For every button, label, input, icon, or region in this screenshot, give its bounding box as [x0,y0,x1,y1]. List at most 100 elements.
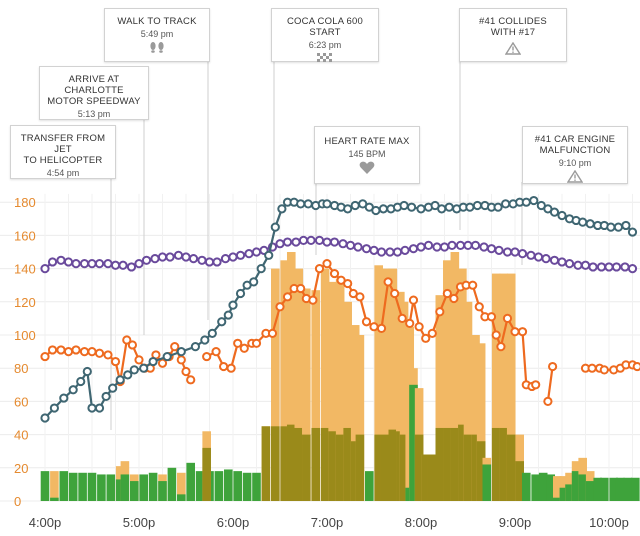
heart-rate-point [350,200,360,211]
x-tick-label: 6:00p [217,515,250,530]
activity-bar [399,301,409,501]
purple-series-point [353,242,363,252]
purple-series-point [557,257,567,267]
activity-bar [97,474,106,501]
activity-bar [355,335,365,501]
activity-bar-base [350,441,360,501]
heart-rate-point [521,197,531,207]
activity-bar [177,472,186,501]
activity-bar-base [328,431,337,501]
y-tick-label: 80 [14,361,28,376]
activity-bar [224,469,233,501]
activity-bar [350,325,360,501]
x-tick-label: 8:00p [405,515,438,530]
callout-41-collides-17: #41 COLLIDES WITH #17 [459,8,567,62]
purple-series-point [282,237,293,247]
activity-bar [609,477,618,501]
orange-series-point [308,295,318,305]
heart-rate-point [343,204,353,214]
heart-rate-point [108,383,118,393]
activity-bar-base [130,481,139,501]
activity-bar [615,477,625,501]
purple-series-point [118,260,128,270]
callout-title-line: TO HELICOPTER [23,155,103,166]
activity-bar [294,268,304,501]
y-tick-label: 60 [14,394,28,409]
activity-bar-base [335,434,345,501]
purple-series-point [423,240,434,250]
purple-series-point [94,259,105,269]
activity-bar [186,462,195,501]
heart-rate-point [621,220,631,231]
orange-series-point [468,280,478,290]
heart-rate-point [378,204,388,214]
purple-series-point [369,245,379,255]
orange-series-point [282,292,293,302]
activity-bar-base [515,461,524,501]
heart-rate-point [416,204,426,214]
purple-series-point [408,244,419,254]
purple-series-point [486,244,497,254]
heart-icon [315,161,419,175]
purple-series-point [549,255,560,265]
orange-series-point [122,335,132,345]
heart-rate-point [296,199,306,209]
purple-series-point [564,259,575,269]
activity-bar [167,467,177,501]
orange-series-point [531,380,541,390]
purple-series-point [275,239,285,249]
purple-series-point [400,245,410,255]
activity-bar-base [499,427,509,501]
purple-series-point [103,259,113,269]
activity-bar-base [286,424,296,501]
callout-time: 6:23 pm [308,40,342,50]
activity-bar-base [559,487,569,501]
y-tick-label: 20 [14,461,28,476]
heart-rate-point [585,219,595,229]
callout-41-engine-malfunction: #41 CAR ENGINE MALFUNCTION 9:10 pm [522,126,628,184]
activity-bar [148,472,158,501]
orange-series-point [502,313,513,323]
activity-bar [491,273,501,501]
activity-bar [68,472,78,501]
heart-rate-point [94,403,105,413]
heart-rate-point [190,342,200,352]
heart-rate-point [493,202,503,212]
purple-series-point [126,262,137,272]
purple-series-point [141,255,152,265]
activity-bar-base [427,454,437,501]
activity-bar-base [471,434,480,501]
activity-bar-base [458,424,467,501]
orange-series-point [251,338,262,348]
purple-series-point [627,264,638,274]
heart-rate-point [200,335,210,345]
orange-series-point [442,288,452,299]
orange-series-point [449,293,459,304]
purple-series-point [533,252,544,262]
purple-series-point [173,250,184,260]
activity-bar-base [261,426,271,501]
purple-series-point [110,260,121,270]
orange-series-point [496,342,506,352]
orange-series-point [599,365,609,375]
orange-series-point [202,351,212,362]
activity-bar-base [374,434,383,501]
purple-series-point [494,245,504,255]
y-axis: 0 20 40 60 80 100 120 140 160 180 [14,195,36,509]
activity-bar [631,477,640,501]
heart-rate-point [249,277,259,287]
callout-title-line: ARRIVE AT CHARLOTTE [64,74,124,96]
heart-rate-point [115,375,125,385]
purple-series-point [338,239,348,249]
orange-series-point [226,363,236,373]
activity-bar-base [553,497,562,501]
callout-time: 5:49 pm [140,29,174,39]
activity-bar [506,273,516,501]
purple-series-point [134,259,144,269]
activity-bar [50,471,59,501]
orange-series-point [127,340,138,350]
purple-series-point [588,262,598,272]
orange-series-point [134,355,144,365]
orange-series-point [211,347,221,357]
purple-series-point [517,249,528,259]
